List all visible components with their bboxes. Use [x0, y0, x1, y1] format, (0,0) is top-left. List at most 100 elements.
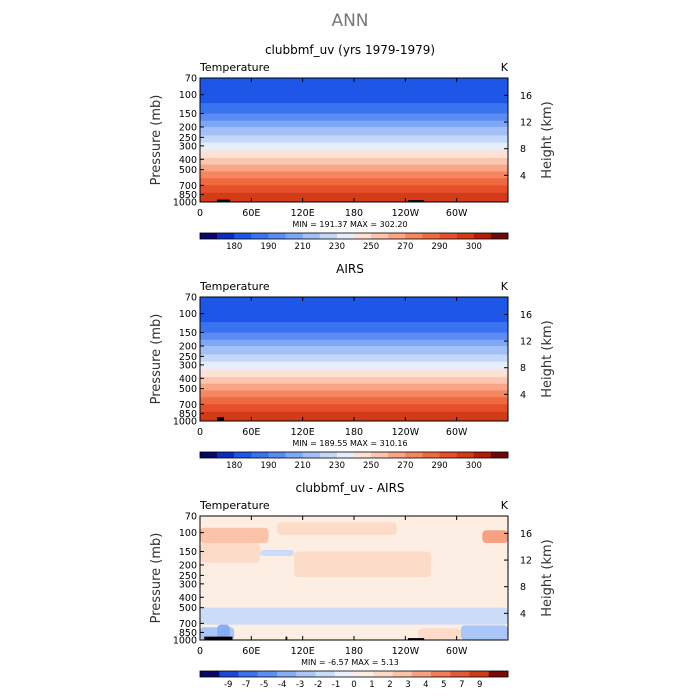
colorbar-swatch	[371, 233, 389, 239]
colorbar-swatch	[439, 233, 457, 239]
difference-region	[294, 551, 431, 578]
colorbar-frame	[199, 232, 509, 240]
pressure-tick-label: 150	[179, 547, 197, 558]
terrain-mask	[217, 199, 230, 202]
temperature-band	[200, 369, 508, 378]
colorbar-tick-label: 5	[441, 680, 446, 690]
pressure-tick-label: 250	[179, 571, 197, 582]
temperature-band	[200, 297, 508, 315]
variable-label: Temperature	[199, 280, 270, 293]
panel-1: clubbmf_uv (yrs 1979-1979) Temperature K 70…	[149, 43, 555, 252]
difference-region	[200, 527, 269, 544]
temperature-band	[200, 383, 508, 392]
pressure-tick-label: 150	[179, 328, 197, 339]
colorbar-swatch	[354, 452, 372, 458]
colorbar-swatch	[200, 671, 220, 677]
colorbar-tick-label: 4	[423, 680, 428, 690]
temperature-band	[200, 397, 508, 405]
temperature-band	[200, 135, 508, 144]
longitude-tick-label: 60W	[446, 208, 468, 219]
pressure-tick-label: 500	[179, 165, 197, 176]
terrain-mask	[285, 636, 288, 640]
pressure-tick-label: 1000	[173, 417, 197, 428]
height-tick-label: 4	[520, 171, 526, 182]
temperature-band	[200, 158, 508, 166]
colorbar-swatch	[334, 671, 355, 677]
temperature-band	[200, 178, 508, 186]
difference-region	[200, 607, 508, 625]
temperature-band	[200, 390, 508, 398]
longitude-tick-label: 180	[345, 427, 363, 438]
pressure-tick-label: 400	[179, 374, 197, 385]
colorbar-swatch	[405, 233, 423, 239]
pressure-tick-label: 300	[179, 360, 197, 371]
longitude-tick-label: 60E	[242, 427, 260, 438]
min-max-stats: MIN = 191.37 MAX = 302.20	[292, 220, 407, 229]
difference-region	[259, 549, 295, 556]
temperature-band	[200, 120, 508, 128]
variable-label: Temperature	[199, 499, 270, 512]
pressure-tick-label: 850	[179, 190, 197, 201]
temperature-band	[200, 345, 508, 356]
colorbar-swatch	[422, 233, 440, 239]
colorbar-swatch	[450, 671, 470, 677]
pressure-tick-label: 100	[179, 309, 197, 320]
variable-label: Temperature	[199, 61, 270, 74]
colorbar-swatch	[456, 233, 475, 239]
colorbar-swatch	[439, 452, 457, 458]
longitude-tick-label: 120W	[392, 427, 420, 438]
pressure-tick-label: 250	[179, 352, 197, 363]
colorbar-tick-label: 190	[260, 461, 276, 471]
colorbar-swatch	[234, 452, 252, 458]
pressure-tick-label: 1000	[173, 636, 197, 647]
height-tick-label: 12	[520, 556, 532, 567]
difference-region	[418, 628, 461, 640]
pressure-tick-label: 500	[179, 603, 197, 614]
height-tick-label: 8	[520, 582, 526, 593]
temperature-band	[200, 339, 508, 347]
min-max-stats: MIN = -6.57 MAX = 5.13	[301, 658, 399, 667]
min-max-stats: MIN = 189.55 MAX = 310.16	[292, 439, 407, 448]
colorbar-tick-label: -5	[260, 680, 268, 690]
colorbar-swatch	[371, 452, 389, 458]
colorbar-swatch	[405, 452, 423, 458]
colorbar-tick-label: -3	[296, 680, 304, 690]
temperature-band	[200, 113, 508, 122]
temperature-band	[200, 164, 508, 173]
longitude-tick-label: 180	[345, 646, 363, 657]
colorbar-swatch	[473, 452, 492, 458]
colorbar-swatch	[319, 452, 338, 458]
colorbar-swatch	[319, 233, 338, 239]
colorbar-swatch	[238, 671, 259, 677]
colorbar-tick-label: 250	[363, 242, 379, 252]
colorbar-tick-label: -9	[224, 680, 232, 690]
colorbar-swatch	[392, 671, 413, 677]
colorbar-swatch	[285, 233, 303, 239]
temperature-band	[200, 332, 508, 341]
longitude-tick-label: 0	[197, 208, 203, 219]
colorbar-tick-label: 180	[226, 242, 242, 252]
height-tick-label: 4	[520, 609, 526, 620]
temperature-band	[200, 126, 508, 137]
colorbar-tick-label: -4	[278, 680, 286, 690]
colorbar-swatch	[302, 233, 321, 239]
temperature-band	[200, 185, 508, 194]
colorbar-swatch	[431, 671, 451, 677]
temperature-band	[200, 411, 508, 421]
colorbar-tick-label: 290	[431, 461, 447, 471]
colorbar-tick-label: 210	[295, 461, 311, 471]
colorbar-swatch	[336, 452, 355, 458]
pressure-tick-label: 70	[185, 74, 197, 85]
temperature-band	[200, 322, 508, 334]
colorbar-swatch	[234, 233, 252, 239]
panel-title: clubbmf_uv - AIRS	[295, 481, 404, 495]
pressure-tick-label: 300	[179, 579, 197, 590]
colorbar-tick-label: 230	[329, 461, 345, 471]
terrain-mask	[217, 417, 224, 421]
colorbar-swatch	[257, 671, 278, 677]
temperature-band	[200, 171, 508, 179]
pressure-tick-label: 250	[179, 133, 197, 144]
colorbar-swatch	[219, 671, 239, 677]
